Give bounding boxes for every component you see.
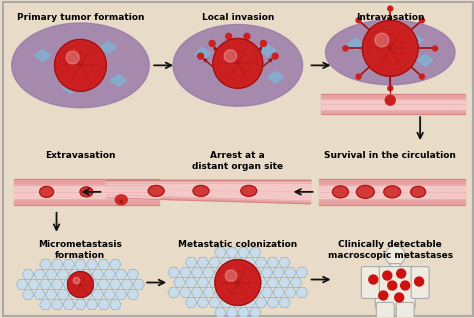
- Circle shape: [224, 50, 237, 62]
- Circle shape: [369, 275, 378, 284]
- Circle shape: [73, 277, 80, 284]
- Polygon shape: [63, 81, 78, 93]
- Polygon shape: [100, 41, 116, 53]
- Ellipse shape: [148, 185, 164, 196]
- Circle shape: [397, 269, 406, 278]
- Circle shape: [362, 21, 418, 76]
- Ellipse shape: [115, 195, 127, 205]
- Ellipse shape: [384, 186, 401, 198]
- Ellipse shape: [40, 186, 54, 197]
- Circle shape: [55, 39, 106, 91]
- Polygon shape: [347, 38, 364, 51]
- Circle shape: [395, 293, 404, 302]
- Ellipse shape: [410, 186, 426, 197]
- Circle shape: [415, 277, 424, 286]
- Circle shape: [244, 33, 250, 39]
- Polygon shape: [407, 34, 423, 46]
- Circle shape: [419, 18, 424, 23]
- Polygon shape: [106, 180, 310, 204]
- Circle shape: [272, 53, 278, 59]
- Ellipse shape: [193, 185, 209, 196]
- FancyBboxPatch shape: [375, 266, 415, 308]
- Circle shape: [401, 281, 410, 290]
- Ellipse shape: [12, 23, 149, 108]
- Ellipse shape: [356, 185, 374, 198]
- Circle shape: [213, 38, 263, 88]
- Circle shape: [209, 40, 215, 46]
- Circle shape: [198, 53, 203, 59]
- FancyBboxPatch shape: [376, 302, 394, 318]
- Circle shape: [66, 51, 79, 64]
- FancyBboxPatch shape: [396, 302, 414, 318]
- Text: Survival in the circulation: Survival in the circulation: [324, 151, 456, 160]
- Circle shape: [225, 270, 237, 281]
- Ellipse shape: [332, 186, 348, 198]
- FancyBboxPatch shape: [390, 264, 400, 271]
- Polygon shape: [319, 185, 465, 199]
- Polygon shape: [320, 94, 465, 114]
- Ellipse shape: [241, 185, 257, 196]
- Ellipse shape: [80, 187, 93, 197]
- Circle shape: [388, 6, 393, 11]
- Polygon shape: [417, 54, 433, 66]
- Circle shape: [375, 33, 389, 47]
- Polygon shape: [14, 185, 159, 199]
- Polygon shape: [319, 179, 465, 205]
- Polygon shape: [320, 99, 465, 110]
- Circle shape: [67, 272, 93, 297]
- Circle shape: [419, 74, 424, 79]
- Text: Micrometastasis
formation: Micrometastasis formation: [38, 240, 122, 260]
- Polygon shape: [35, 49, 51, 61]
- FancyBboxPatch shape: [3, 2, 473, 316]
- Polygon shape: [195, 47, 211, 59]
- Circle shape: [388, 86, 393, 91]
- FancyBboxPatch shape: [361, 266, 379, 299]
- Polygon shape: [14, 179, 159, 205]
- Circle shape: [385, 246, 405, 266]
- FancyBboxPatch shape: [411, 266, 429, 299]
- Text: Local invasion: Local invasion: [201, 12, 274, 22]
- Circle shape: [343, 46, 348, 51]
- Circle shape: [356, 74, 361, 79]
- Ellipse shape: [173, 24, 302, 106]
- Circle shape: [356, 18, 361, 23]
- Text: Intravasation: Intravasation: [356, 12, 425, 22]
- Polygon shape: [260, 45, 276, 56]
- Circle shape: [388, 281, 397, 290]
- Circle shape: [379, 291, 388, 300]
- Text: Clinically detectable
macroscopic metastases: Clinically detectable macroscopic metast…: [328, 240, 453, 260]
- Circle shape: [261, 40, 266, 46]
- Text: Extravasation: Extravasation: [45, 151, 116, 160]
- Circle shape: [226, 33, 232, 39]
- Polygon shape: [110, 74, 126, 86]
- Polygon shape: [268, 71, 283, 83]
- Polygon shape: [106, 183, 310, 201]
- Circle shape: [433, 46, 438, 51]
- Circle shape: [385, 95, 395, 105]
- Circle shape: [383, 271, 392, 280]
- Text: Arrest at a
distant organ site: Arrest at a distant organ site: [192, 151, 283, 171]
- Circle shape: [215, 259, 261, 306]
- Text: Metastatic colonization: Metastatic colonization: [178, 240, 298, 249]
- Text: Primary tumor formation: Primary tumor formation: [17, 12, 144, 22]
- Ellipse shape: [326, 20, 455, 85]
